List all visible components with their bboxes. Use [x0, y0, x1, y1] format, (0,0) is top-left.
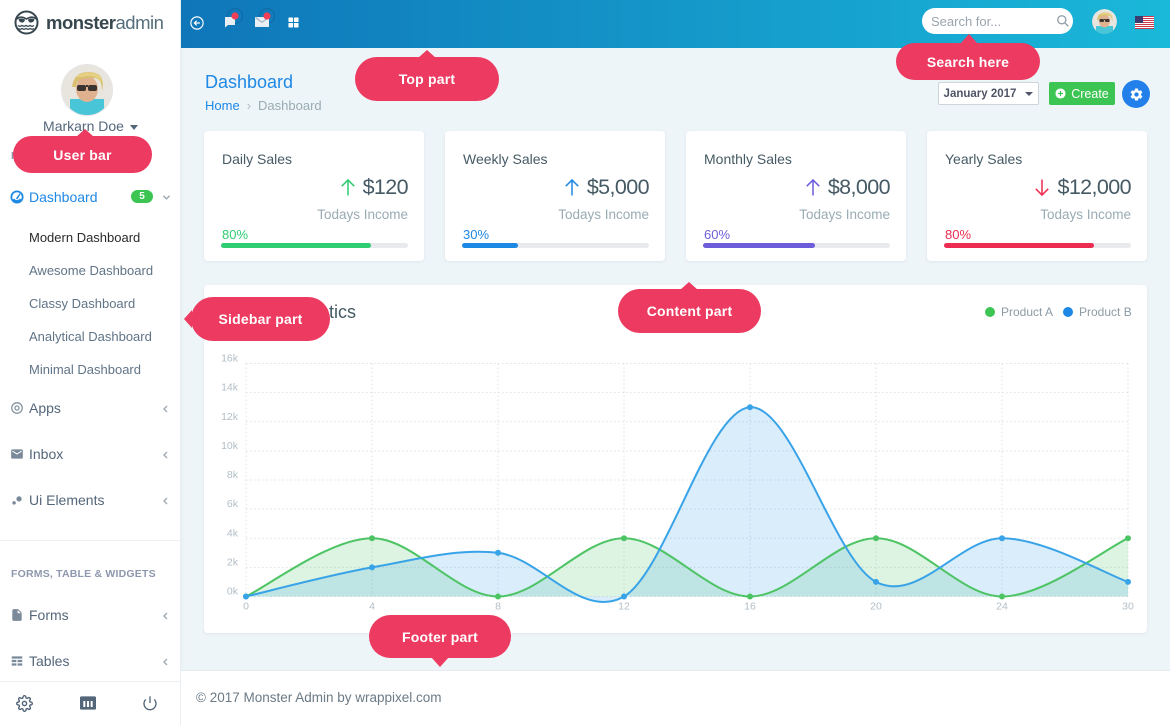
svg-text:12: 12 — [618, 601, 630, 613]
svg-text:0: 0 — [243, 601, 249, 613]
svg-text:8: 8 — [495, 601, 501, 613]
svg-text:20: 20 — [870, 601, 882, 613]
svg-text:24: 24 — [996, 601, 1008, 613]
svg-text:2k: 2k — [227, 556, 239, 568]
svg-text:30: 30 — [1122, 601, 1134, 613]
svg-text:0k: 0k — [227, 586, 239, 598]
svg-text:4: 4 — [369, 601, 375, 613]
svg-text:12k: 12k — [221, 411, 239, 423]
svg-text:16: 16 — [744, 601, 756, 613]
svg-text:4k: 4k — [227, 527, 239, 539]
svg-text:8k: 8k — [227, 469, 239, 481]
svg-text:10k: 10k — [221, 440, 239, 452]
svg-text:14k: 14k — [221, 382, 239, 394]
svg-text:6k: 6k — [227, 498, 239, 510]
svg-text:16k: 16k — [221, 353, 239, 365]
